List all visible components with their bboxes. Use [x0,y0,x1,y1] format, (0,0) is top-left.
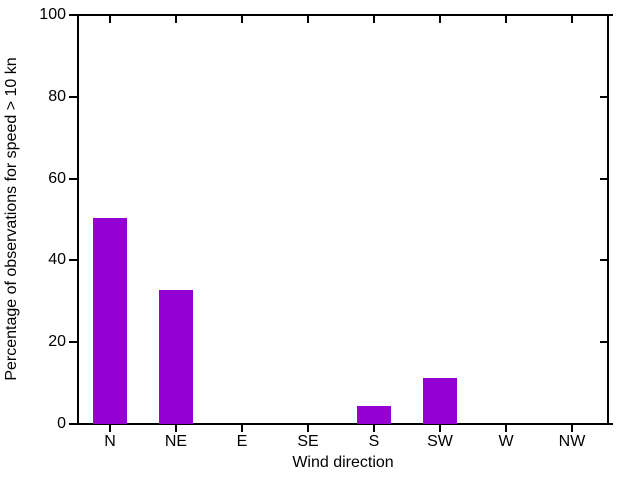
x-category-label: SW [427,433,453,450]
x-axis-tick-mirror [439,16,441,23]
x-category-label: N [104,433,116,450]
x-axis-tick [571,425,573,432]
y-axis-tick-mirror [607,14,613,16]
y-axis-tick [69,95,77,98]
bar-N [93,218,127,424]
x-category-label: W [498,433,514,450]
x-axis-title: Wind direction [292,454,394,471]
x-axis-tick-mirror [307,16,309,23]
y-tick-label: 100 [39,6,66,23]
x-category-label: SE [297,433,319,450]
x-axis-tick [109,425,111,432]
x-axis-tick [241,425,243,432]
plot-area [77,14,609,425]
y-axis-tick [69,14,77,16]
y-tick-label: 0 [57,415,66,432]
y-axis-tick-mirror [600,341,607,344]
x-axis-tick [439,425,441,432]
x-axis-tick-mirror [175,16,177,23]
x-axis-tick-mirror [373,16,375,23]
x-category-label: NE [164,433,188,450]
y-tick-label: 40 [48,251,66,269]
y-axis-tick-mirror [600,177,607,180]
y-axis-tick [69,423,77,425]
y-tick-label: 20 [48,333,66,351]
x-axis-tick-mirror [571,16,573,23]
y-tick-label: 60 [48,169,66,187]
y-axis-tick-mirror [600,95,607,98]
x-axis-tick-mirror [505,16,507,23]
x-axis-tick [373,425,375,432]
y-axis-tick [69,259,77,262]
y-axis-tick [69,177,77,180]
bar-NE [159,290,193,424]
y-axis-title: Percentage of observations for speed > 1… [3,57,20,381]
y-axis-tick [69,341,77,344]
x-category-label: S [368,433,380,450]
y-axis-tick-mirror [607,423,613,425]
y-tick-label: 80 [48,87,66,105]
x-category-label: E [236,433,248,450]
x-axis-tick [505,425,507,432]
x-axis-tick-mirror [109,16,111,23]
x-axis-tick-mirror [241,16,243,23]
bar-SW [423,378,457,424]
x-category-label: NW [558,433,586,450]
x-axis-tick [175,425,177,432]
y-axis-tick-mirror [600,259,607,262]
bar-S [357,406,391,424]
x-axis-tick [307,425,309,432]
